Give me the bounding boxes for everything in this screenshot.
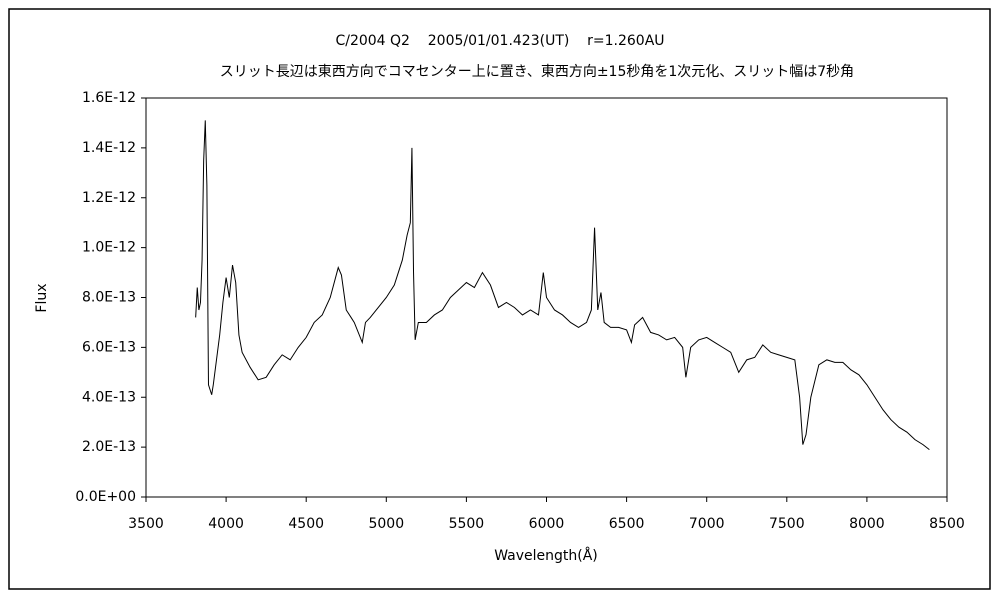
- y-tick-label: 8.0E-13: [82, 290, 136, 306]
- x-tick-label: 7500: [769, 516, 805, 532]
- x-tick-label: 3500: [128, 516, 164, 532]
- x-tick-label: 8000: [849, 516, 885, 532]
- y-axis-label: Flux: [34, 283, 50, 312]
- y-tick-label: 2.0E-13: [82, 439, 136, 455]
- y-tick-label: 1.4E-12: [82, 140, 136, 156]
- y-tick-label: 1.6E-12: [82, 90, 136, 106]
- x-tick-label: 4500: [288, 516, 324, 532]
- x-tick-label: 4000: [208, 516, 244, 532]
- y-tick-label: 6.0E-13: [82, 339, 136, 355]
- x-axis-label: Wavelength(Å): [494, 547, 598, 564]
- spectrum-line: [195, 120, 930, 451]
- y-tick-label: 4.0E-13: [82, 389, 136, 405]
- y-tick-label: 1.0E-12: [82, 240, 136, 256]
- y-tick-label: 0.0E+00: [75, 489, 136, 505]
- chart-border: [8, 8, 991, 590]
- y-tick-label: 1.2E-12: [82, 190, 136, 206]
- x-tick-label: 6000: [529, 516, 565, 532]
- x-tick-label: 6500: [609, 516, 645, 532]
- x-tick-label: 5500: [449, 516, 485, 532]
- x-tick-label: 5000: [368, 516, 404, 532]
- chart-subtitle: スリット長辺は東西方向でコマセンター上に置き、東西方向±15秒角を1次元化、スリ…: [220, 64, 854, 80]
- chart-title: C/2004 Q2 2005/01/01.423(UT) r=1.260AU: [335, 33, 664, 49]
- x-tick-label: 7000: [689, 516, 725, 532]
- x-tick-label: 8500: [929, 516, 965, 532]
